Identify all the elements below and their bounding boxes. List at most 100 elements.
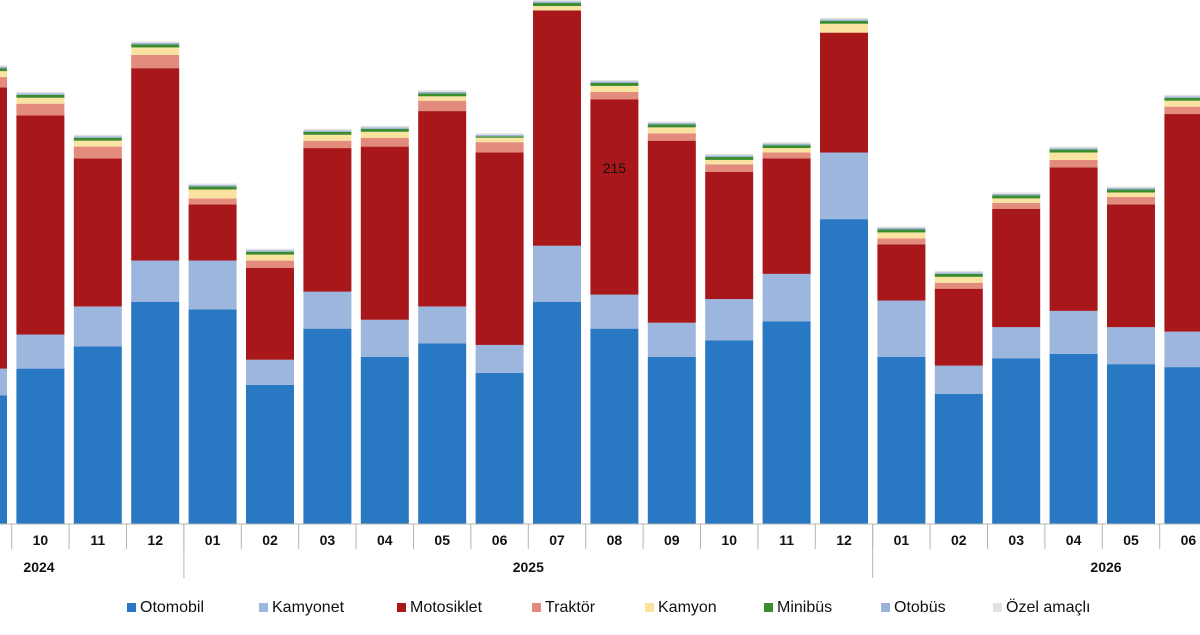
bar-segment-otomobil — [820, 219, 868, 524]
bar-segment--zel-ama-l- — [475, 133, 524, 135]
bar-segment-otomobil — [0, 395, 7, 524]
bar-segment-otomobil — [590, 328, 639, 524]
bar-segment-otob-s — [246, 250, 294, 252]
bar-segment-otob-s — [0, 66, 7, 69]
legend-label: Kamyonet — [272, 599, 345, 616]
bar-segment-kamyonet — [762, 273, 811, 322]
bar-segment-otob-s — [16, 93, 65, 95]
bar-segment-kamyon — [934, 276, 983, 283]
bar-segment-otomobil — [73, 346, 122, 524]
bar-segment-minib-s — [705, 156, 754, 160]
legend-item: Kamyonet — [259, 599, 345, 616]
bar-segment-otomobil — [360, 356, 409, 524]
bar-segment-trakt-r — [418, 100, 467, 112]
year-label: 2026 — [1090, 559, 1121, 575]
legend-swatch — [259, 603, 268, 612]
bar-segment-minib-s — [934, 273, 983, 277]
bar-segment-otomobil — [303, 328, 352, 524]
bar-segment--zel-ama-l- — [647, 121, 696, 123]
bar-segment-trakt-r — [73, 146, 122, 159]
bar-segment-otomobil — [1049, 353, 1098, 524]
bar-segment-otomobil — [131, 302, 180, 524]
legend-swatch — [127, 603, 136, 612]
bar-segment-kamyonet — [820, 152, 868, 220]
bar-segment--zel-ama-l- — [418, 90, 467, 92]
legend: Otomobil Kamyonet Motosiklet Traktör Kamyon M… — [127, 598, 1090, 616]
bar-segment-kamyon — [647, 127, 696, 134]
bar-segment-otomobil — [475, 373, 524, 524]
bar-segment-trakt-r — [246, 260, 294, 268]
bar-segment-minib-s — [418, 93, 467, 97]
bar-segment-otomobil — [533, 302, 581, 524]
legend-item: Özel amaçlı — [993, 598, 1090, 616]
legend-label: Otobüs — [894, 599, 946, 616]
bar-segment-kamyon — [762, 148, 811, 153]
bar-segment-kamyonet — [16, 334, 65, 369]
bar-segment--zel-ama-l- — [877, 226, 926, 228]
year-label: 2025 — [513, 559, 544, 575]
bar-segment-kamyon — [1049, 152, 1098, 160]
bar-segment-otob-s — [1049, 148, 1098, 150]
bar-segment-minib-s — [360, 128, 409, 132]
bar-segment-trakt-r — [16, 103, 65, 116]
bar-segment--zel-ama-l- — [16, 91, 65, 94]
bar-segment--zel-ama-l- — [705, 154, 754, 156]
legend-swatch — [645, 603, 654, 612]
bar-segment-minib-s — [131, 44, 180, 48]
bar-segment-otomobil — [1107, 364, 1155, 524]
bar-segment-kamyon — [1164, 100, 1200, 107]
bar-segment-trakt-r — [705, 164, 754, 172]
bar-segment--zel-ama-l- — [762, 142, 811, 144]
legend-swatch — [397, 603, 406, 612]
bar-segment-otob-s — [934, 272, 983, 274]
bar-segment-trakt-r — [1107, 196, 1155, 205]
legend-swatch — [764, 603, 773, 612]
bar-segment-motosiklet — [992, 208, 1041, 328]
legend-swatch — [532, 603, 541, 612]
bar-segment-minib-s — [533, 3, 581, 6]
bar-segment-motosiklet — [877, 244, 926, 301]
bar-segment-minib-s — [1049, 149, 1098, 153]
legend-item: Otobüs — [881, 599, 946, 616]
bar-segment-motosiklet — [762, 158, 811, 274]
bar-segment-otob-s — [705, 155, 754, 157]
bar-segment-kamyonet — [533, 245, 581, 302]
legend-label: Minibüs — [777, 599, 832, 616]
bar-segment-kamyonet — [0, 368, 7, 396]
bar-segment-otob-s — [131, 43, 180, 45]
bar-segment-motosiklet — [1049, 167, 1098, 311]
x-tick-label: 05 — [434, 532, 450, 548]
bar-segment-kamyon — [590, 85, 639, 92]
bar-segment-kamyon — [360, 131, 409, 138]
bar-segment-otob-s — [1107, 188, 1155, 190]
bar-segment--zel-ama-l- — [1107, 186, 1155, 189]
bar-segment-otob-s — [992, 193, 1041, 196]
x-tick-label: 10 — [721, 532, 737, 548]
legend-swatch — [993, 603, 1002, 612]
x-tick-label: 10 — [33, 532, 49, 548]
bar-segment-kamyon — [131, 47, 180, 55]
bar-segment-trakt-r — [647, 133, 696, 141]
bar-segment-kamyon — [533, 6, 581, 11]
bar-segment-trakt-r — [590, 91, 639, 100]
x-axis: 0910111201020304050607080910111201020304… — [0, 523, 1200, 578]
bar-segment--zel-ama-l- — [0, 65, 7, 67]
bar-segment-kamyon — [418, 96, 467, 101]
bar-segment-motosiklet — [820, 32, 868, 153]
bar-segment-kamyon — [188, 189, 237, 199]
bar-segment--zel-ama-l- — [360, 125, 409, 128]
bar-segment-kamyonet — [590, 294, 639, 329]
bars-layer — [0, 0, 1200, 524]
legend-item: Kamyon — [645, 599, 717, 616]
bar-segment-kamyon — [73, 140, 122, 147]
bar-segment-otob-s — [1164, 96, 1200, 98]
bar-segment-motosiklet — [131, 68, 180, 261]
bar-segment-kamyon — [246, 254, 294, 261]
bar-segment-trakt-r — [188, 198, 237, 205]
bar-segment-otomobil — [16, 368, 65, 524]
bar-segment-otomobil — [934, 393, 983, 524]
bar-segment-kamyon — [820, 23, 868, 33]
bar-segment-motosiklet — [1107, 204, 1155, 328]
bar-segment-minib-s — [590, 82, 639, 86]
